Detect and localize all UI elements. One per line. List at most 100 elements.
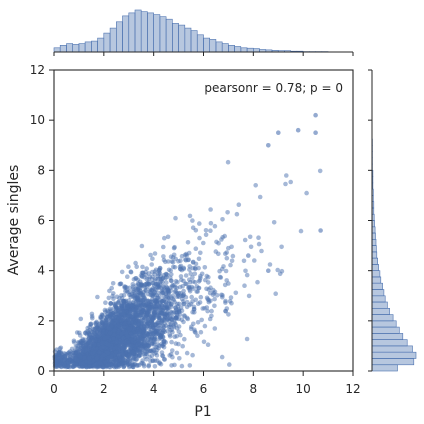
scatter-point xyxy=(148,348,153,354)
scatter-point xyxy=(230,253,236,259)
scatter-point xyxy=(184,350,190,356)
scatter-point xyxy=(135,341,141,347)
scatter-point xyxy=(88,321,93,327)
scatter-point xyxy=(102,360,108,365)
scatter-point xyxy=(152,297,158,303)
scatter-point xyxy=(163,300,168,305)
scatter-point xyxy=(161,325,166,330)
scatter-point xyxy=(82,349,88,354)
scatter-point xyxy=(159,318,165,324)
y-tick-label: 2 xyxy=(37,314,45,328)
y-hist-bar xyxy=(371,333,404,340)
scatter-point xyxy=(172,362,177,368)
scatter-point xyxy=(121,364,126,370)
scatter-point xyxy=(170,348,175,353)
scatter-point xyxy=(114,315,119,320)
scatter-point xyxy=(131,326,137,331)
scatter-point xyxy=(151,309,157,315)
scatter-point xyxy=(187,213,193,219)
x-hist-bar xyxy=(109,27,117,53)
scatter-point xyxy=(224,306,230,311)
scatter-point xyxy=(150,316,155,322)
y-hist-bar xyxy=(371,351,417,359)
scatter-point xyxy=(127,285,132,291)
scatter-point xyxy=(195,333,200,339)
scatter-point xyxy=(194,289,199,294)
scatter-point xyxy=(141,315,146,320)
scatter-point xyxy=(119,349,124,355)
scatter-point xyxy=(190,259,196,265)
scatter-point xyxy=(209,308,214,314)
scatter-point xyxy=(92,342,97,347)
scatter-point xyxy=(172,309,177,315)
x-axis-label: P1 xyxy=(194,404,211,420)
scatter-point xyxy=(110,281,116,286)
scatter-point xyxy=(58,357,64,363)
scatter-point xyxy=(113,303,118,309)
scatter-point xyxy=(169,302,174,307)
scatter-point xyxy=(173,215,178,221)
scatter-point xyxy=(152,364,158,369)
scatter-point xyxy=(273,291,279,297)
scatter-point xyxy=(156,303,162,309)
scatter-point xyxy=(183,273,189,278)
x-hist-bar xyxy=(128,12,136,53)
scatter-point xyxy=(203,228,209,233)
scatter-point xyxy=(197,235,202,241)
scatter-point xyxy=(127,349,132,354)
scatter-point xyxy=(141,296,147,302)
scatter-point xyxy=(199,271,205,277)
x-tick-label: 2 xyxy=(100,382,108,396)
scatter-point xyxy=(187,302,192,308)
x-hist-bar xyxy=(59,44,67,53)
scatter-point xyxy=(138,281,144,287)
scatter-point xyxy=(144,266,149,271)
scatter-point xyxy=(59,364,64,370)
scatter-point xyxy=(313,130,318,135)
scatter-point xyxy=(185,316,191,322)
scatter-point xyxy=(131,307,136,313)
scatter-point xyxy=(87,364,92,370)
scatter-point xyxy=(304,190,309,196)
scatter-point xyxy=(96,349,102,355)
scatter-point xyxy=(105,314,110,320)
scatter-points xyxy=(52,112,323,370)
scatter-point xyxy=(288,179,294,185)
scatter-point xyxy=(172,334,177,340)
x-hist-bar xyxy=(209,39,217,53)
scatter-point xyxy=(181,278,186,284)
scatter-point xyxy=(242,283,247,289)
scatter-point xyxy=(89,311,95,317)
scatter-point xyxy=(160,353,165,358)
scatter-point xyxy=(224,255,230,261)
scatter-point xyxy=(129,343,135,349)
x-hist-bar xyxy=(122,15,129,53)
scatter-point xyxy=(186,284,192,290)
scatter-point xyxy=(166,290,171,296)
scatter-point xyxy=(187,363,193,368)
x-hist-bar xyxy=(72,44,80,53)
scatter-point xyxy=(107,326,112,332)
y-hist-bar xyxy=(371,358,415,366)
scatter-point xyxy=(255,279,260,285)
scatter-point xyxy=(76,353,82,358)
scatter-point xyxy=(130,333,136,339)
scatter-point xyxy=(173,316,179,321)
scatter-point xyxy=(133,276,138,281)
scatter-point xyxy=(174,350,180,356)
scatter-point xyxy=(209,313,214,319)
scatter-point xyxy=(192,271,198,277)
scatter-point xyxy=(216,241,221,246)
scatter-point xyxy=(159,299,165,304)
marginal-x-histogram xyxy=(53,9,354,56)
y-hist-bar xyxy=(371,282,383,290)
scatter-point xyxy=(192,329,198,334)
scatter-point xyxy=(144,301,150,307)
scatter-point xyxy=(191,286,196,291)
y-hist-bar xyxy=(371,307,390,315)
scatter-point xyxy=(97,360,103,366)
scatter-point xyxy=(131,355,137,360)
scatter-point xyxy=(175,293,181,299)
scatter-point xyxy=(223,268,229,274)
scatter-point xyxy=(155,281,161,286)
